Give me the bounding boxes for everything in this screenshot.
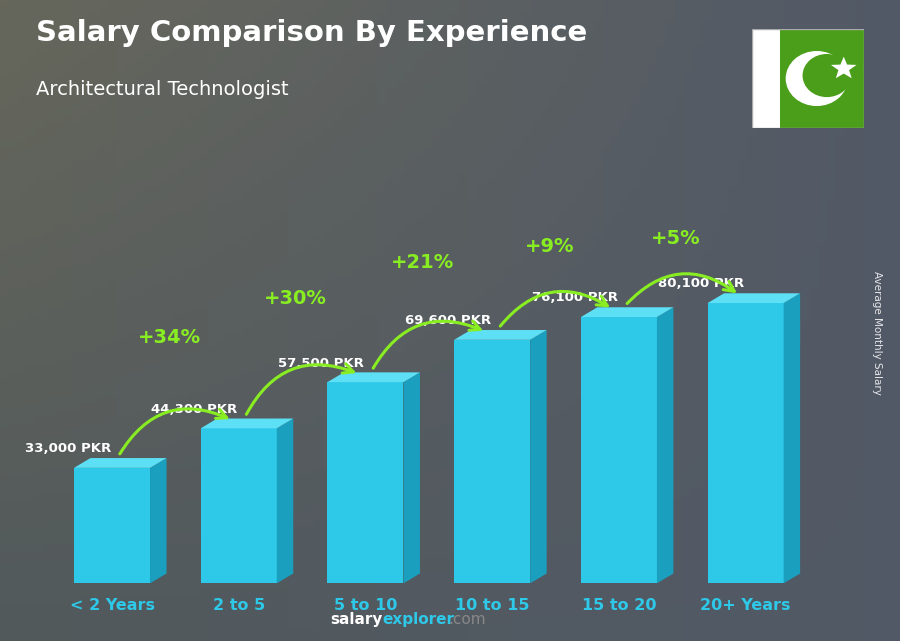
Text: salary: salary <box>330 612 382 627</box>
Text: 20+ Years: 20+ Years <box>700 598 791 613</box>
Circle shape <box>803 54 850 96</box>
Polygon shape <box>784 294 800 583</box>
Text: Architectural Technologist: Architectural Technologist <box>36 80 289 99</box>
Bar <box>707 303 784 583</box>
Text: 76,100 PKR: 76,100 PKR <box>532 292 617 304</box>
Polygon shape <box>657 307 673 583</box>
Text: 80,100 PKR: 80,100 PKR <box>658 278 744 290</box>
Text: explorer: explorer <box>382 612 454 627</box>
Text: 44,300 PKR: 44,300 PKR <box>151 403 238 416</box>
Circle shape <box>787 52 847 105</box>
Text: +5%: +5% <box>651 229 701 249</box>
Bar <box>779 29 864 128</box>
Polygon shape <box>328 372 420 382</box>
Bar <box>752 29 779 128</box>
Bar <box>580 317 657 583</box>
Text: +30%: +30% <box>265 288 328 308</box>
Polygon shape <box>74 458 166 468</box>
Text: 10 to 15: 10 to 15 <box>454 598 529 613</box>
Polygon shape <box>277 419 293 583</box>
Text: +21%: +21% <box>391 253 454 272</box>
Text: 33,000 PKR: 33,000 PKR <box>24 442 111 455</box>
Polygon shape <box>707 294 800 303</box>
Polygon shape <box>201 419 293 428</box>
Text: 15 to 20: 15 to 20 <box>581 598 656 613</box>
Polygon shape <box>530 330 546 583</box>
Bar <box>74 468 150 583</box>
Polygon shape <box>454 330 546 340</box>
Text: < 2 Years: < 2 Years <box>69 598 155 613</box>
Text: 69,600 PKR: 69,600 PKR <box>405 314 490 327</box>
Bar <box>454 340 530 583</box>
Bar <box>201 428 277 583</box>
Polygon shape <box>150 458 166 583</box>
Polygon shape <box>580 307 673 317</box>
Text: Salary Comparison By Experience: Salary Comparison By Experience <box>36 19 587 47</box>
Text: 2 to 5: 2 to 5 <box>212 598 265 613</box>
Text: +9%: +9% <box>525 237 574 256</box>
Bar <box>328 382 403 583</box>
Text: 5 to 10: 5 to 10 <box>334 598 397 613</box>
Text: Average Monthly Salary: Average Monthly Salary <box>872 271 883 395</box>
Polygon shape <box>403 372 420 583</box>
Polygon shape <box>831 56 857 78</box>
Text: .com: .com <box>448 612 486 627</box>
Text: +34%: +34% <box>138 328 201 347</box>
Text: 57,500 PKR: 57,500 PKR <box>278 356 365 370</box>
